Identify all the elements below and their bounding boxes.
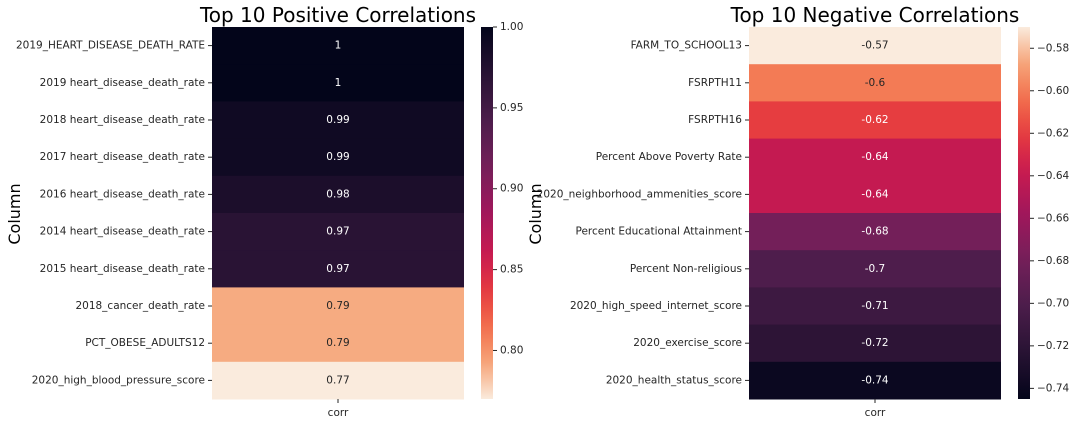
row-label: 2018 heart_disease_death_rate	[40, 114, 205, 126]
positive-y-axis-label: Column	[5, 183, 24, 244]
row-label: Percent Non-religious	[630, 263, 742, 275]
cell-value-label: 0.98	[326, 188, 349, 200]
colorbar-tick-label: −0.66	[1037, 212, 1069, 224]
heatmap-cell	[212, 64, 464, 102]
cell-value-label: -0.57	[861, 40, 888, 52]
cell-value-label: -0.74	[861, 374, 888, 386]
heatmap-cell	[749, 361, 1001, 400]
cell-value-label: 1	[335, 40, 342, 52]
row-label: 2020_neighborhood_ammenities_score	[537, 188, 742, 200]
row-label: 2019_HEART_DISEASE_DEATH_RATE	[16, 40, 205, 52]
row-label: 2020_health_status_score	[606, 374, 742, 386]
cell-value-label: -0.7	[865, 263, 886, 275]
heatmap-cell	[212, 27, 464, 65]
heatmap-cell	[212, 361, 464, 400]
positive-column-label: corr	[328, 407, 349, 419]
negative-heatmap-cells: -0.57 -0.6 -0.62 -0.64 -0.64 -0.68 -0.7 -0.71 -0…	[749, 27, 1001, 400]
heatmap-cell	[212, 213, 464, 251]
colorbar-tick-label: 0.90	[500, 183, 523, 195]
heatmap-cell	[212, 250, 464, 288]
heatmap-cell	[749, 27, 1001, 65]
row-label: 2017 heart_disease_death_rate	[40, 151, 205, 163]
cell-value-label: -0.64	[861, 151, 888, 163]
heatmap-cell	[749, 175, 1001, 214]
row-label: 2020_high_blood_pressure_score	[32, 374, 205, 386]
row-label: Percent Above Poverty Rate	[596, 151, 742, 163]
heatmap-cell	[749, 287, 1001, 326]
heatmap-cell	[749, 138, 1001, 177]
row-label: Percent Educational Attainment	[575, 226, 742, 238]
colorbar-tick-label: −0.70	[1037, 297, 1069, 309]
cell-value-label: -0.68	[861, 226, 888, 238]
positive-colorbar-ticks: 0.80 0.85 0.90 0.95 1.00	[493, 21, 523, 356]
row-label: 2016 heart_disease_death_rate	[40, 188, 205, 200]
colorbar-tick-label: −0.72	[1037, 340, 1069, 352]
negative-colorbar	[1018, 27, 1030, 399]
heatmap-cell	[749, 101, 1001, 140]
row-label: 2018_cancer_death_rate	[75, 300, 205, 312]
row-label: 2020_exercise_score	[633, 337, 742, 349]
cell-value-label: -0.6	[865, 77, 886, 89]
heatmap-cell	[212, 287, 464, 326]
colorbar-tick-label: 0.95	[500, 102, 523, 114]
heatmap-cell	[212, 101, 464, 140]
positive-heatmap-panel: Top 10 Positive Correlations Column 1 1 0.…	[5, 3, 523, 419]
negative-chart-title: Top 10 Negative Correlations	[730, 3, 1020, 27]
row-label: PCT_OBESE_ADULTS12	[85, 337, 205, 349]
row-label: FSRPTH11	[688, 77, 742, 89]
row-label: FSRPTH16	[688, 114, 742, 126]
colorbar-tick-label: −0.62	[1037, 127, 1069, 139]
heatmap-cell	[212, 324, 464, 363]
colorbar-tick-label: −0.74	[1037, 382, 1069, 394]
heatmap-cell	[212, 138, 464, 177]
positive-colorbar	[481, 27, 493, 399]
colorbar-tick-label: −0.64	[1037, 170, 1069, 182]
colorbar-tick-label: −0.60	[1037, 85, 1069, 97]
cell-value-label: 0.97	[326, 226, 349, 238]
negative-column-label: corr	[865, 407, 886, 419]
colorbar-tick-label: 0.85	[500, 264, 523, 276]
cell-value-label: -0.71	[861, 300, 888, 312]
cell-value-label: 0.99	[326, 114, 349, 126]
row-label: 2015 heart_disease_death_rate	[40, 263, 205, 275]
cell-value-label: -0.64	[861, 188, 888, 200]
heatmap-cell	[212, 175, 464, 214]
cell-value-label: 0.79	[326, 300, 349, 312]
positive-chart-title: Top 10 Positive Correlations	[199, 3, 476, 27]
cell-value-label: 0.97	[326, 263, 349, 275]
positive-heatmap-cells: 1 1 0.99 0.99 0.98 0.97 0.97 0.79 0.79 0.77	[212, 27, 464, 400]
cell-value-label: 0.99	[326, 151, 349, 163]
colorbar-tick-label: 1.00	[500, 21, 523, 33]
positive-row-labels: 2019_HEART_DISEASE_DEATH_RATE 2019 heart_…	[16, 40, 339, 403]
row-label: FARM_TO_SCHOOL13	[631, 40, 742, 52]
heatmap-cell	[749, 213, 1001, 251]
heatmap-cell	[749, 250, 1001, 288]
negative-colorbar-ticks: −0.58 −0.60 −0.62 −0.64 −0.66 −0.68 −0.70 −0.72…	[1030, 42, 1069, 394]
cell-value-label: -0.72	[861, 337, 888, 349]
row-label: 2014 heart_disease_death_rate	[40, 226, 205, 238]
cell-value-label: 0.77	[326, 374, 349, 386]
colorbar-tick-label: 0.80	[500, 344, 523, 356]
negative-heatmap-panel: Top 10 Negative Correlations Column -0.5…	[526, 3, 1069, 419]
cell-value-label: 1	[335, 77, 342, 89]
negative-y-axis-label: Column	[526, 183, 545, 244]
colorbar-tick-label: −0.68	[1037, 255, 1069, 267]
row-label: 2020_high_speed_internet_score	[570, 300, 742, 312]
negative-row-labels: FARM_TO_SCHOOL13 FSRPTH11 FSRPTH16 Percent …	[537, 40, 876, 403]
heatmap-cell	[749, 64, 1001, 102]
cell-value-label: -0.62	[861, 114, 888, 126]
heatmap-cell	[749, 324, 1001, 363]
row-label: 2019 heart_disease_death_rate	[40, 77, 205, 89]
cell-value-label: 0.79	[326, 337, 349, 349]
colorbar-tick-label: −0.58	[1037, 42, 1069, 54]
